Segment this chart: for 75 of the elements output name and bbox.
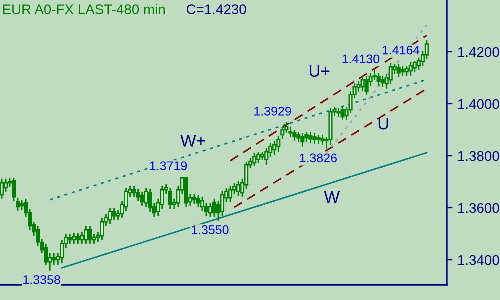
candlestick (200, 196, 204, 212)
candlestick (212, 198, 217, 218)
candlestick (292, 129, 297, 142)
candlestick (228, 185, 233, 203)
candlestick (304, 131, 309, 143)
candlestick (272, 140, 277, 156)
candlestick (264, 147, 269, 166)
annotation: 1.3550 (192, 226, 229, 234)
annotation: 1.3826 (300, 154, 337, 163)
y-tick-label: 1.4200 (458, 47, 500, 58)
annotation: 1.4164 (382, 46, 420, 55)
candlestick (388, 62, 393, 85)
candlestick (340, 106, 345, 121)
candlestick (92, 233, 96, 245)
candlestick (140, 191, 144, 207)
candlestick (16, 197, 20, 212)
candlestick (112, 207, 116, 221)
candlestick (0, 178, 4, 200)
candlestick (296, 131, 301, 143)
candlestick (380, 75, 385, 88)
candlestick (88, 225, 92, 245)
candlestick (168, 187, 172, 210)
candlestick (20, 199, 24, 211)
candlestick (288, 126, 293, 138)
candlestick (80, 231, 84, 245)
candlestick (360, 75, 365, 92)
candlestick (364, 75, 369, 96)
candlestick (100, 217, 104, 241)
candlestick (316, 134, 321, 145)
candlestick (84, 225, 88, 245)
candlestick (52, 252, 56, 266)
candlestick (312, 132, 317, 145)
chart-title: EUR A0-FX LAST-480 min (3, 4, 165, 14)
candlestick (136, 188, 140, 202)
candlestick (400, 65, 405, 77)
annotation: 1.4130 (342, 54, 380, 64)
series-label: U (378, 118, 388, 130)
candlestick (72, 232, 76, 245)
candlestick (132, 185, 136, 198)
candlestick (4, 178, 8, 193)
candlestick (376, 72, 381, 87)
y-tick-label: 1.3800 (458, 151, 500, 162)
candlestick (236, 180, 241, 197)
series-label: W (324, 192, 340, 204)
candlestick (196, 194, 200, 208)
candlestick (336, 107, 341, 118)
candlestick (408, 61, 413, 77)
candlestick (320, 134, 325, 146)
candlestick (396, 63, 401, 78)
candlestick (256, 151, 261, 164)
candlestick (148, 188, 152, 213)
candlestick (280, 126, 285, 140)
candlestick (208, 202, 212, 218)
candlestick (68, 233, 72, 245)
y-tick-label: 1.4000 (458, 99, 500, 110)
y-tick-label: 1.3600 (458, 203, 500, 214)
series-label: W+ (180, 135, 206, 147)
candlestick (300, 132, 305, 148)
y-tick-label: 1.3400 (458, 255, 500, 266)
annotation: 1.3719 (150, 162, 188, 170)
candlestick (220, 190, 225, 217)
candlestick (276, 135, 281, 153)
candlestick (404, 65, 409, 77)
annotation: 1.3358 (24, 275, 60, 284)
candlestick (144, 187, 148, 208)
candlestick (12, 177, 16, 202)
chart-subtitle: C=1.4230 (186, 4, 246, 14)
series-label: U+ (310, 65, 330, 78)
candlestick (412, 60, 417, 73)
candlestick (308, 131, 313, 144)
candlestick (108, 207, 112, 225)
candlestick (252, 152, 257, 167)
candlestick (76, 232, 80, 245)
candlestick (192, 193, 196, 205)
annotation: 1.3929 (254, 106, 292, 116)
